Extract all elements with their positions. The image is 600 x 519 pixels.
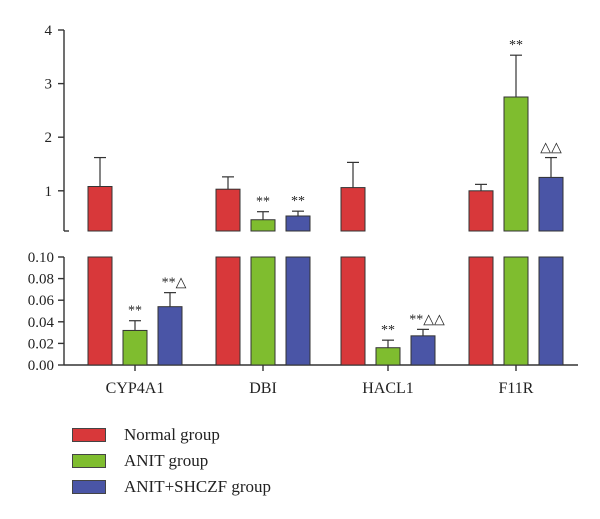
significance-label: **: [291, 194, 305, 209]
bar-lower-segment: [468, 256, 494, 366]
category-label: DBI: [249, 380, 277, 397]
bar: [410, 335, 436, 366]
legend-label: ANIT+SHCZF group: [124, 477, 272, 496]
significance-label: **△: [162, 276, 187, 291]
bar-lower-segment: [285, 256, 311, 366]
legend-label: Normal group: [124, 425, 220, 444]
upper-y-tick-label: 1: [45, 184, 53, 200]
legend-item: ANIT group: [72, 448, 271, 474]
significance-label: **: [128, 304, 142, 319]
upper-y-tick-label: 2: [45, 130, 53, 146]
bar-lower-segment: [538, 256, 564, 366]
category-label: F11R: [499, 380, 534, 397]
bar-lower-segment: [215, 256, 241, 366]
upper-y-tick-label: 4: [45, 23, 53, 39]
bar: [375, 347, 401, 366]
bar-lower-segment: [503, 256, 529, 366]
significance-label: **: [256, 195, 270, 210]
category-label: CYP4A1: [106, 380, 165, 397]
significance-label: **△△: [409, 312, 445, 327]
bar: [285, 215, 311, 232]
bar: [468, 190, 494, 232]
legend: Normal group ANIT group ANIT+SHCZF group: [72, 422, 271, 500]
lower-y-tick-label: 0.06: [28, 293, 55, 309]
lower-y-tick-label: 0.04: [28, 315, 55, 331]
bar: [538, 176, 564, 232]
chart: 1 2 3 4 0.00 0.02 0.04 0.06 0.08 0.10 ** **△ CYP4A1 *…: [28, 23, 578, 397]
lower-y-tick-label: 0.02: [28, 336, 54, 352]
lower-y-tick-label: 0.08: [28, 272, 54, 288]
lower-y-tick-label: 0.10: [28, 250, 54, 266]
legend-swatch: [72, 428, 106, 442]
legend-swatch: [72, 454, 106, 468]
category-label: HACL1: [362, 380, 414, 397]
bar: [157, 306, 183, 366]
legend-label: ANIT group: [124, 451, 209, 470]
legend-item: Normal group: [72, 422, 271, 448]
bar-lower-segment: [340, 256, 366, 366]
significance-label: **: [381, 323, 395, 338]
bar-lower-segment: [87, 256, 113, 366]
bar: [503, 96, 529, 232]
upper-y-tick-label: 3: [45, 77, 53, 93]
bar: [122, 329, 148, 366]
bar: [340, 187, 366, 232]
legend-swatch: [72, 480, 106, 494]
bar: [215, 188, 241, 232]
significance-label: **: [509, 38, 523, 53]
legend-item: ANIT+SHCZF group: [72, 474, 271, 500]
bar: [250, 219, 276, 232]
lower-y-tick-label: 0.00: [28, 358, 54, 374]
significance-label: △△: [540, 141, 562, 156]
bar-lower-segment: [250, 256, 276, 366]
bar: [87, 186, 113, 232]
